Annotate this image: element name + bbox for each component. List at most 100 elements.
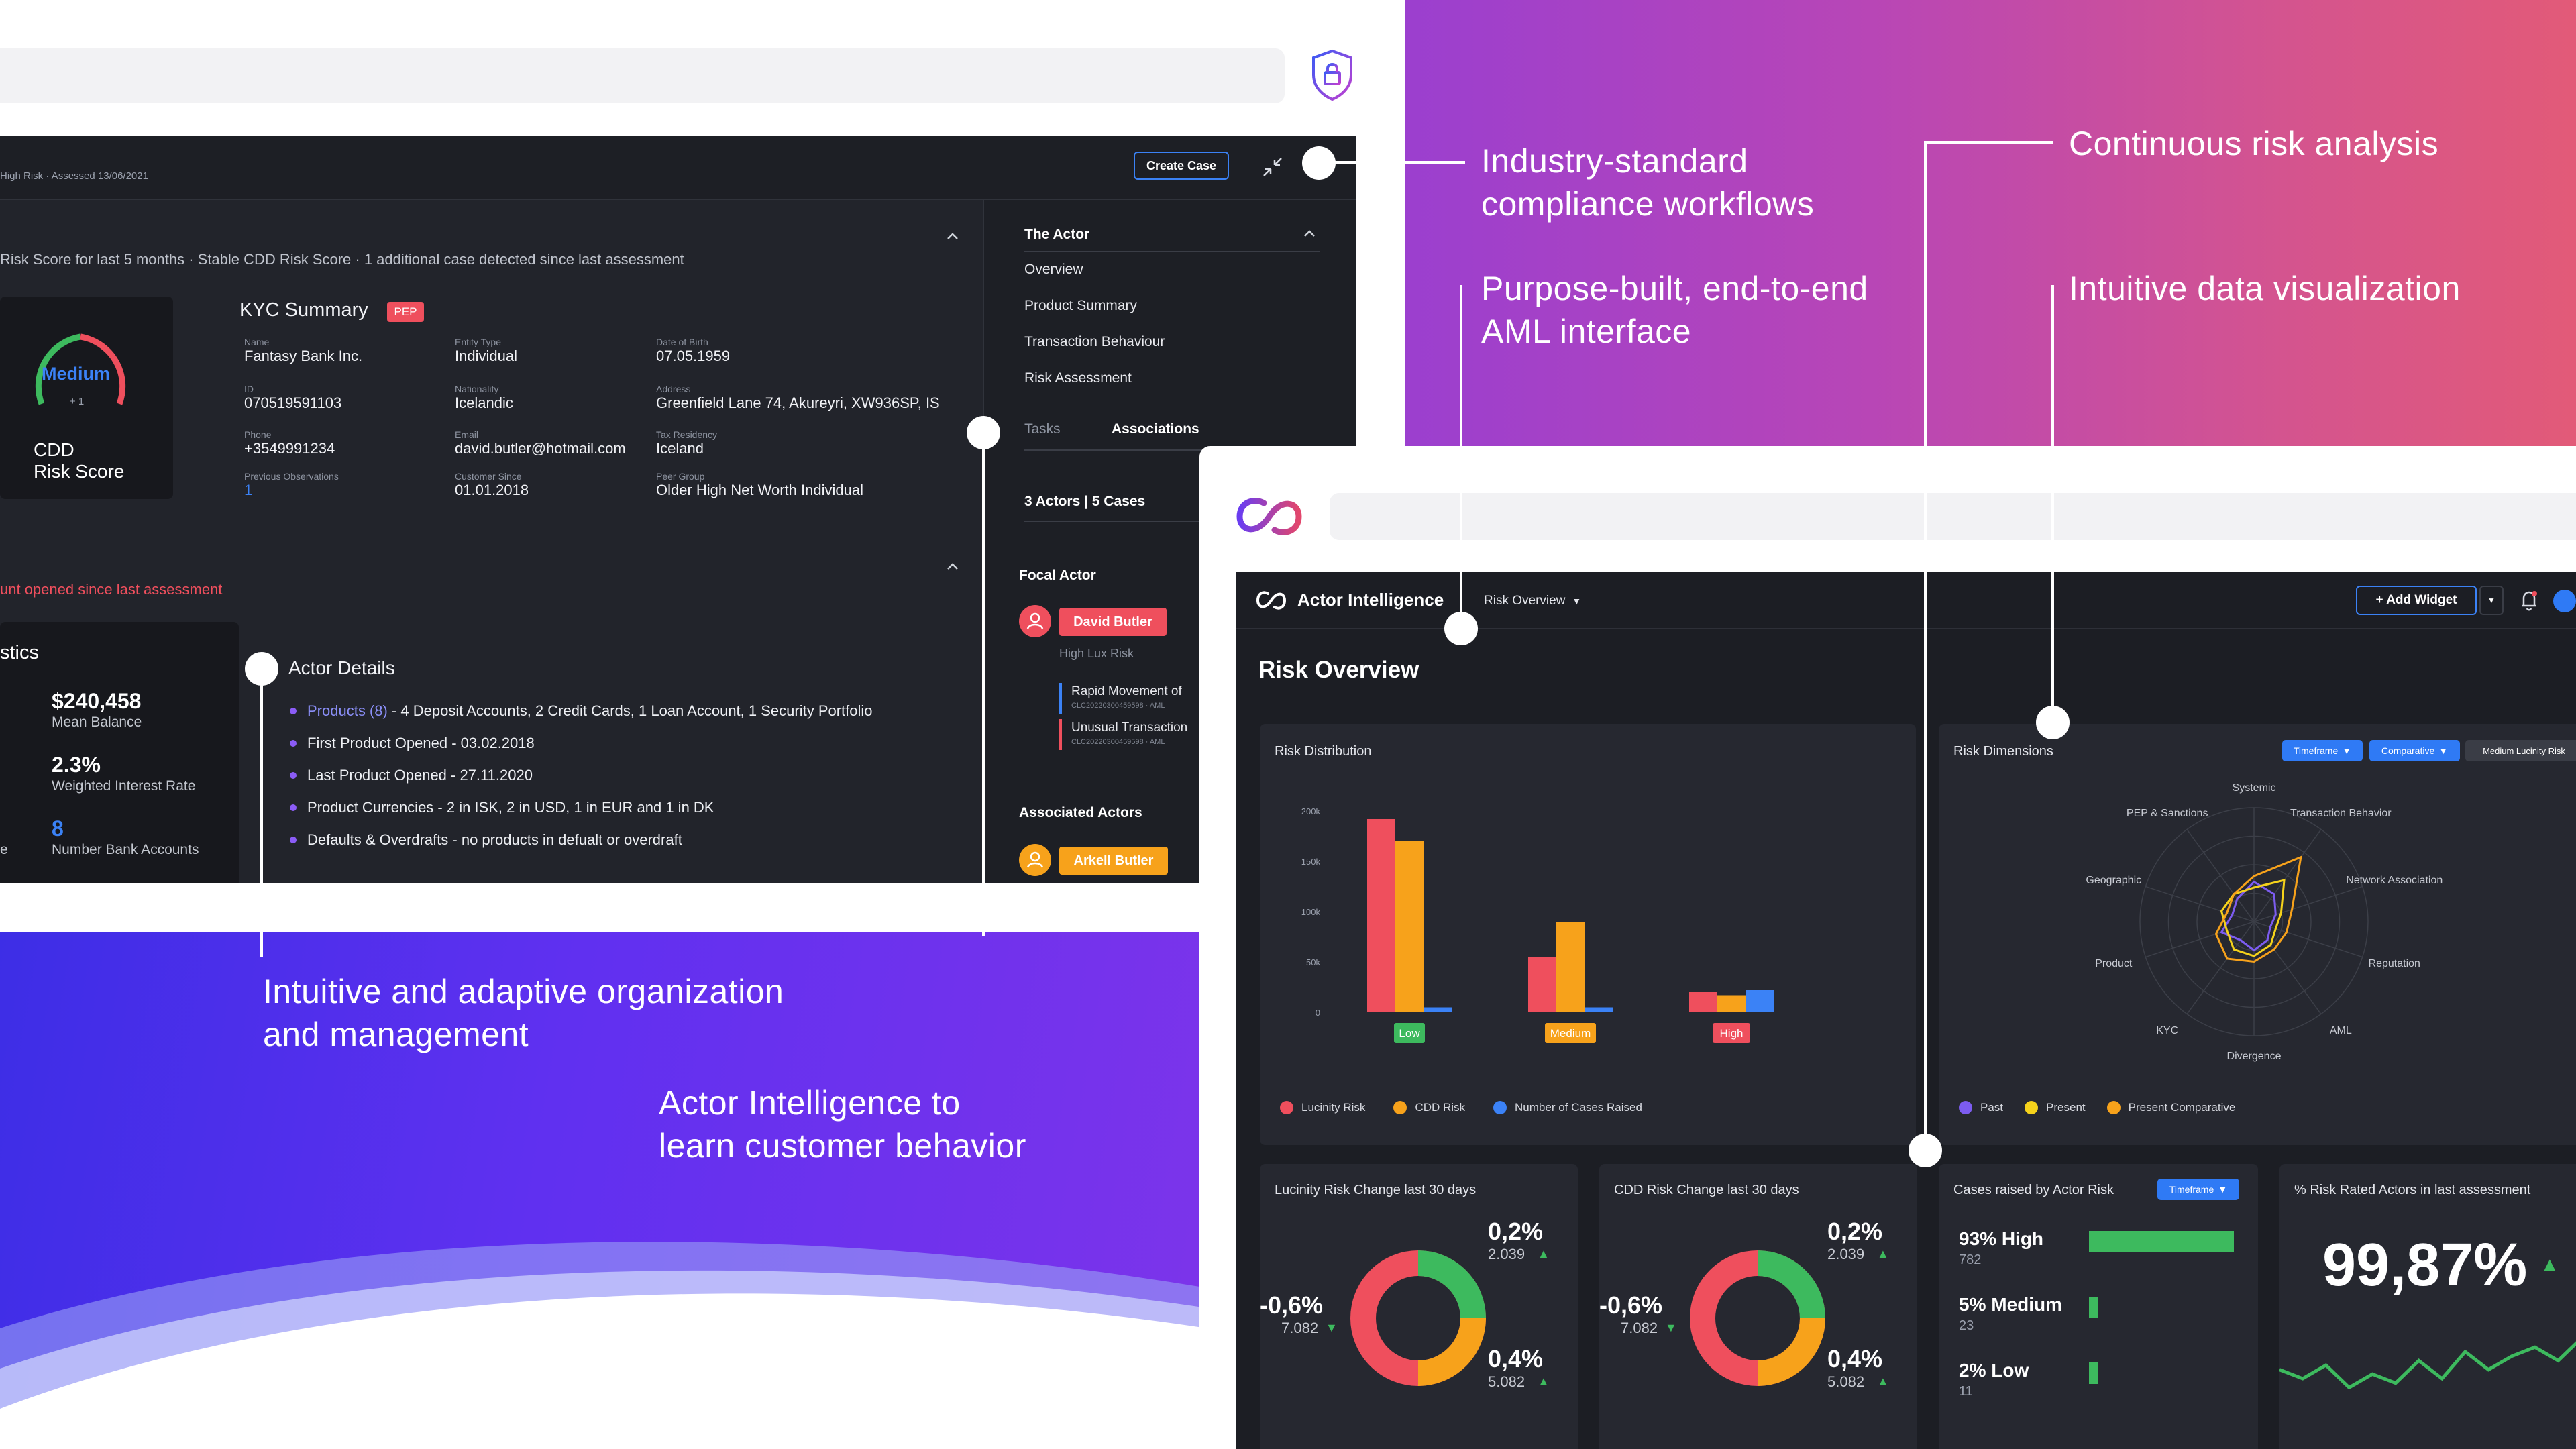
left-change: -0,6% bbox=[1260, 1291, 1324, 1319]
pep-badge: PEP bbox=[387, 302, 424, 322]
associated-actor-chip[interactable]: Arkell Butler bbox=[1059, 847, 1168, 875]
timeframe-chip[interactable]: Timeframe ▼ bbox=[2282, 740, 2363, 761]
tab-associations[interactable]: Associations bbox=[1112, 421, 1199, 437]
address-bar[interactable] bbox=[0, 48, 1285, 103]
y-tick-label: 0 bbox=[1316, 1008, 1320, 1018]
chevron-up-icon[interactable] bbox=[943, 559, 963, 573]
address-bar[interactable] bbox=[1330, 493, 2576, 540]
page-title: Risk Overview bbox=[1258, 657, 1419, 683]
y-tick-label: 200k bbox=[1301, 806, 1321, 816]
chart-legend: Lucinity Risk CDD Risk Number of Cases R… bbox=[1280, 1101, 1642, 1114]
radar-axis-label: KYC bbox=[2156, 1025, 2178, 1036]
products-link[interactable]: Products (8) bbox=[307, 702, 388, 719]
radar-axis bbox=[2253, 921, 2363, 958]
bar bbox=[1424, 1007, 1452, 1012]
focal-actor-chip[interactable]: David Butler bbox=[1059, 608, 1167, 636]
callout-connector bbox=[2051, 285, 2054, 449]
bar bbox=[1395, 841, 1424, 1012]
chevron-up-icon[interactable] bbox=[1299, 227, 1320, 240]
assessment-status: High Risk · Assessed 13/06/2021 bbox=[0, 170, 148, 182]
callout-connector bbox=[1460, 446, 1462, 627]
down-arrow-icon: ▼ bbox=[1665, 1321, 1677, 1334]
radar-axis-label: Systemic bbox=[2233, 782, 2276, 794]
bar bbox=[1556, 922, 1585, 1012]
chevron-up-icon[interactable] bbox=[943, 229, 963, 243]
divider bbox=[1024, 449, 1320, 451]
radar-axis bbox=[2186, 829, 2255, 922]
chevron-down-icon: ▼ bbox=[2487, 596, 2496, 605]
shield-lock-icon bbox=[1312, 49, 1352, 101]
user-icon bbox=[1019, 844, 1051, 876]
y-tick-label: 100k bbox=[1301, 907, 1321, 917]
list-item: Products (8) - 4 Deposit Accounts, 2 Cre… bbox=[290, 702, 873, 720]
timeframe-chip[interactable]: Timeframe ▼ bbox=[2157, 1179, 2239, 1200]
callout-dot bbox=[245, 652, 278, 686]
list-item: First Product Opened - 03.02.2018 bbox=[290, 735, 873, 752]
radar-series bbox=[2220, 880, 2277, 952]
statistics-title: stics bbox=[0, 642, 39, 663]
case-title[interactable]: Unusual Transaction bbox=[1071, 720, 1188, 735]
callout-connector bbox=[1460, 285, 1462, 449]
sidebar-title: The Actor bbox=[1024, 227, 1090, 242]
chart-legend: Past Present Present Comparative bbox=[1959, 1101, 2235, 1114]
add-widget-dropdown[interactable]: ▼ bbox=[2479, 586, 2504, 615]
category-badge bbox=[1545, 1023, 1596, 1043]
stat-value[interactable]: 8 bbox=[52, 816, 64, 841]
collapse-icon[interactable] bbox=[1260, 154, 1285, 180]
radar-axis-label: Divergence bbox=[2227, 1051, 2282, 1062]
kyc-field-address: Address Greenfield Lane 74, Akureyri, XW9… bbox=[656, 384, 940, 411]
associated-actors-title: Associated Actors bbox=[1019, 805, 1142, 820]
tab-tasks[interactable]: Tasks bbox=[1024, 421, 1061, 437]
bar bbox=[1717, 995, 1746, 1012]
kyc-field-prev-obs[interactable]: Previous Observations 1 bbox=[244, 471, 339, 498]
bar bbox=[1746, 990, 1774, 1012]
bar bbox=[1585, 1007, 1613, 1012]
radar-axis-label: Product bbox=[2095, 958, 2133, 969]
risk-row-count: 11 bbox=[1959, 1384, 1973, 1399]
decorative-wave bbox=[0, 1242, 1208, 1449]
sidebar-item-overview[interactable]: Overview bbox=[1024, 262, 1083, 277]
view-select[interactable]: Risk Overview ▼ bbox=[1484, 594, 1582, 608]
kyc-actor-window: High Risk · Assessed 13/06/2021 Create C… bbox=[0, 136, 1356, 883]
callout-connector bbox=[982, 433, 985, 936]
category-badge bbox=[1394, 1023, 1425, 1043]
risk-row-count: 782 bbox=[1959, 1252, 1982, 1267]
gauge-delta: + 1 bbox=[70, 396, 85, 407]
callout-connector bbox=[1327, 161, 1465, 164]
card-title: Risk Distribution bbox=[1275, 744, 1372, 759]
sidebar-item-transaction-behaviour[interactable]: Transaction Behaviour bbox=[1024, 334, 1165, 350]
left-change: -0,6% bbox=[1599, 1291, 1663, 1319]
medium-risk-chip[interactable]: Medium Lucinity Risk bbox=[2465, 740, 2576, 761]
bullet-icon bbox=[290, 708, 297, 714]
callout-connector bbox=[2051, 446, 2054, 721]
risk-row-label: 2% Low bbox=[1959, 1360, 2029, 1381]
callout-connector bbox=[1924, 141, 2053, 144]
radar-axis-label: PEP & Sanctions bbox=[2127, 808, 2208, 819]
case-title[interactable]: Rapid Movement of bbox=[1071, 684, 1182, 698]
score-title-1: CDD bbox=[34, 439, 74, 460]
create-case-button[interactable]: Create Case bbox=[1134, 152, 1229, 180]
comparative-chip[interactable]: Comparative ▼ bbox=[2369, 740, 2460, 761]
stat-label: Weighted Interest Rate bbox=[52, 778, 196, 794]
sidebar-item-risk-assessment[interactable]: Risk Assessment bbox=[1024, 370, 1132, 386]
x-tick-label: Medium bbox=[1550, 1027, 1591, 1040]
add-widget-button[interactable]: + Add Widget bbox=[2356, 586, 2477, 615]
risk-dimensions-card: Risk Dimensions Timeframe ▼ Comparative ▼ … bbox=[1939, 724, 2576, 1145]
radar-axis-label: Geographic bbox=[2086, 875, 2141, 886]
kyc-field-email[interactable]: Email david.butler@hotmail.com bbox=[455, 429, 626, 457]
avatar[interactable] bbox=[2553, 590, 2576, 612]
kyc-field-customer-since: Customer Since 01.01.2018 bbox=[455, 471, 529, 498]
kyc-field-tax: Tax Residency Iceland bbox=[656, 429, 718, 457]
callout-dot bbox=[967, 416, 1000, 449]
top-change-sub: 2.039 bbox=[1827, 1246, 1865, 1263]
gradient-background-top bbox=[1402, 0, 2576, 449]
actor-details-list: Products (8) - 4 Deposit Accounts, 2 Cre… bbox=[290, 702, 873, 849]
bullet-icon bbox=[290, 772, 297, 779]
legend-item: Number of Cases Raised bbox=[1493, 1101, 1642, 1114]
bell-icon[interactable] bbox=[2518, 588, 2540, 612]
legend-item: Lucinity Risk bbox=[1280, 1101, 1365, 1114]
sidebar-item-product-summary[interactable]: Product Summary bbox=[1024, 298, 1138, 313]
chevron-down-icon: ▼ bbox=[2438, 745, 2449, 756]
radar-axis-label: Reputation bbox=[2369, 958, 2420, 969]
callout-org: Intuitive and adaptive organization and m… bbox=[263, 973, 784, 1053]
